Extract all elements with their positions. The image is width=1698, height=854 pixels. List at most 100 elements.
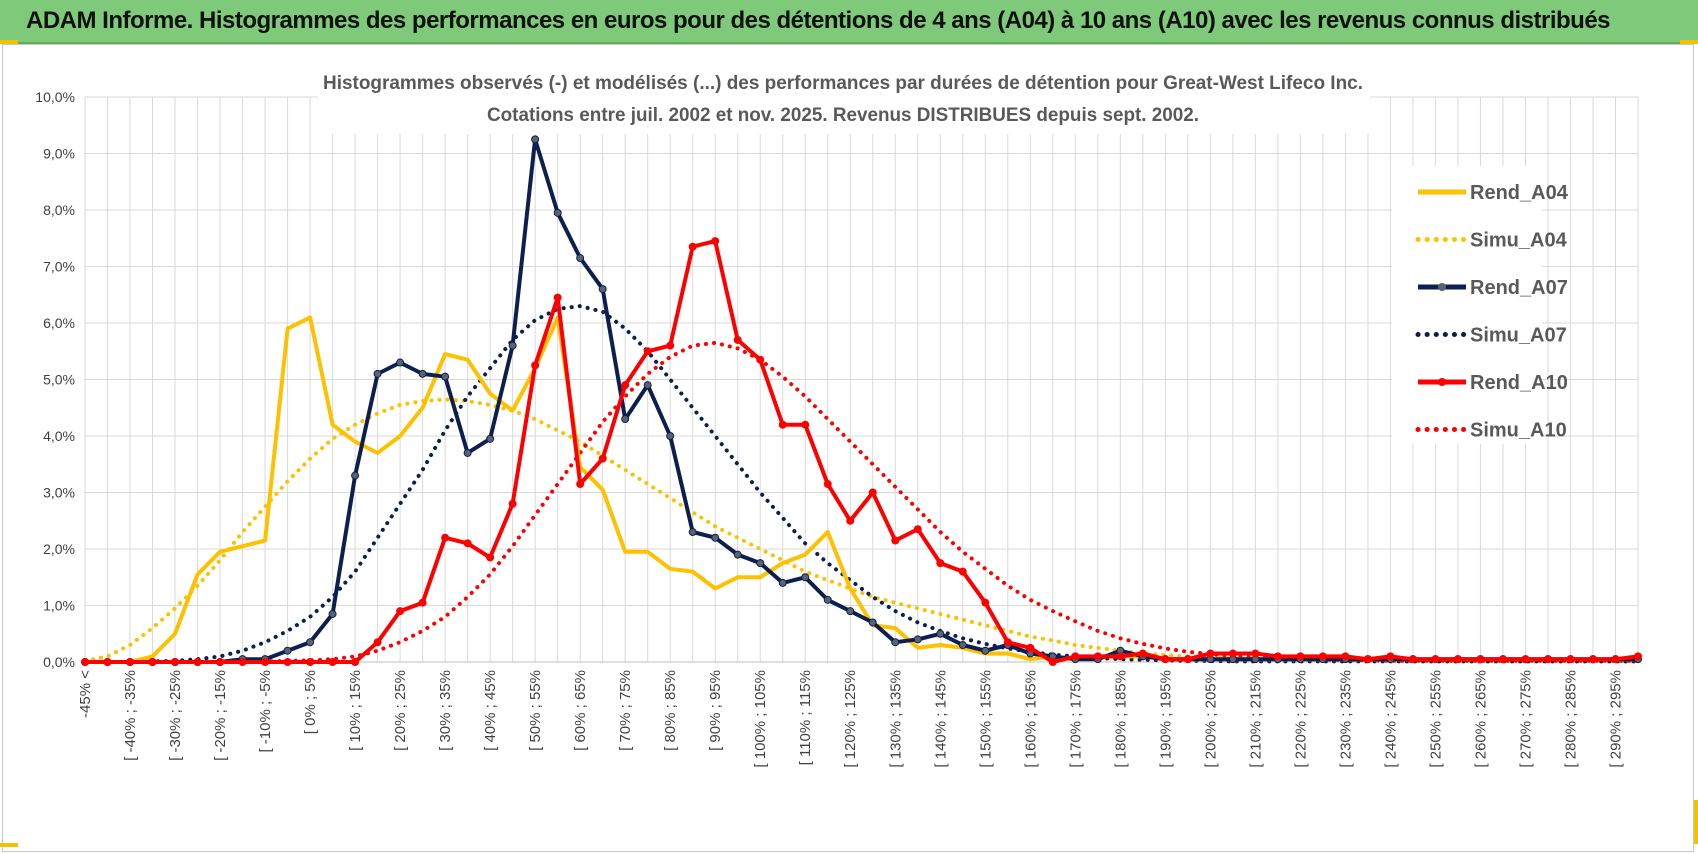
data-point (1588, 655, 1597, 664)
data-point (688, 242, 697, 251)
x-tick-label: [ 260% ; 265% (1472, 670, 1489, 768)
data-point (238, 658, 247, 666)
x-tick-label: [ 100% ; 105% (752, 670, 769, 768)
x-tick-label: [ -30% ; -25% (167, 670, 184, 761)
data-point (1543, 655, 1552, 664)
data-point (486, 434, 495, 443)
x-tick-label: [ 110% ; 115% (797, 670, 814, 765)
data-point (1521, 655, 1530, 664)
data-point (328, 609, 337, 618)
data-point (261, 658, 270, 666)
data-point (1161, 655, 1170, 664)
data-point (486, 553, 495, 562)
series-points-rend-a10 (81, 237, 1642, 666)
chart-title: Histogrammes observés (-) et modélisés (… (323, 73, 1363, 94)
data-point (733, 550, 742, 559)
data-point (823, 595, 832, 604)
x-tick-label: [ 190% ; 195% (1157, 670, 1174, 768)
data-point (823, 480, 832, 489)
legend-label: Rend_A10 (1470, 372, 1568, 394)
data-point (553, 293, 562, 302)
corner-mark-bottom-left (0, 843, 18, 847)
legend-label: Rend_A07 (1470, 277, 1568, 299)
data-point (711, 533, 720, 542)
data-point (643, 381, 652, 390)
chart-frame (2, 44, 1694, 852)
data-point (396, 607, 405, 616)
legend-marker (1438, 378, 1446, 386)
y-tick-label: 2,0% (43, 541, 75, 557)
data-point (1138, 649, 1147, 658)
data-point (756, 559, 765, 568)
x-tick-label: [ 120% ; 125% (842, 670, 859, 768)
x-tick-label: [ 230% ; 235% (1337, 670, 1354, 768)
x-tick-label: [ 180% ; 185% (1112, 670, 1129, 768)
data-point (778, 420, 787, 429)
data-point (1431, 655, 1440, 664)
data-point (1116, 652, 1125, 661)
data-point (306, 638, 315, 647)
data-point (913, 525, 922, 534)
data-point (351, 658, 360, 666)
data-point (283, 658, 292, 666)
corner-mark-top-right (1680, 40, 1698, 44)
x-tick-label: [ 0% ; 5% (302, 670, 319, 734)
data-point (936, 559, 945, 568)
data-point (846, 607, 855, 616)
x-tick-label: [ 70% ; 75% (617, 670, 634, 751)
data-point (351, 471, 360, 480)
data-point (1273, 652, 1282, 661)
data-point (283, 646, 292, 655)
x-tick-label: [ 160% ; 165% (1022, 670, 1039, 768)
data-point (373, 638, 382, 647)
data-point (531, 135, 540, 144)
corner-mark-bottom-right (1694, 800, 1698, 844)
data-point (1206, 649, 1215, 658)
data-point (733, 335, 742, 344)
x-tick-label: [ 220% ; 225% (1292, 670, 1309, 768)
report-title: ADAM Informe. Histogrammes des performan… (26, 7, 1611, 34)
x-tick-label: [ 40% ; 45% (482, 670, 499, 751)
legend-marker (1438, 283, 1446, 291)
data-point (958, 641, 967, 650)
data-point (441, 372, 450, 381)
y-tick-label: 0,0% (43, 654, 75, 670)
x-tick-label: [ 50% ; 55% (527, 670, 544, 751)
x-tick-label: [ 240% ; 245% (1382, 670, 1399, 768)
data-point (621, 381, 630, 390)
data-point (1026, 643, 1035, 652)
x-tick-label: [ 290% ; 295% (1607, 670, 1624, 768)
legend-label: Simu_A10 (1470, 420, 1567, 442)
data-point (936, 629, 945, 638)
data-point (1341, 652, 1350, 661)
data-point (891, 536, 900, 545)
y-tick-label: 4,0% (43, 428, 75, 444)
x-tick-label: [ 280% ; 285% (1562, 670, 1579, 768)
x-tick-label: [ -40% ; -35% (122, 670, 139, 761)
data-point (643, 347, 652, 356)
data-point (981, 598, 990, 607)
x-tick-label: [ 30% ; 35% (437, 670, 454, 751)
series-line-simu-a07 (83, 304, 1640, 664)
data-point (418, 598, 427, 607)
x-tick-label: -45% < (77, 670, 94, 718)
data-point (126, 658, 135, 666)
data-point (463, 539, 472, 548)
corner-mark-top-left (0, 40, 18, 44)
data-point (868, 618, 877, 627)
series-line-simu-a04 (83, 397, 1640, 664)
data-point (666, 432, 675, 440)
data-point (801, 573, 810, 582)
data-point (1228, 649, 1237, 658)
data-point (1183, 655, 1192, 664)
data-point (1634, 652, 1642, 661)
data-point (553, 208, 562, 217)
x-tick-label: [ -10% ; -5% (257, 670, 274, 753)
legend-label: Rend_A04 (1470, 182, 1569, 204)
data-point (778, 578, 787, 587)
y-tick-label: 5,0% (43, 372, 75, 388)
data-point (1093, 652, 1102, 661)
x-tick-label: [ -20% ; -15% (212, 670, 229, 761)
data-point (981, 646, 990, 655)
data-point (171, 658, 180, 666)
